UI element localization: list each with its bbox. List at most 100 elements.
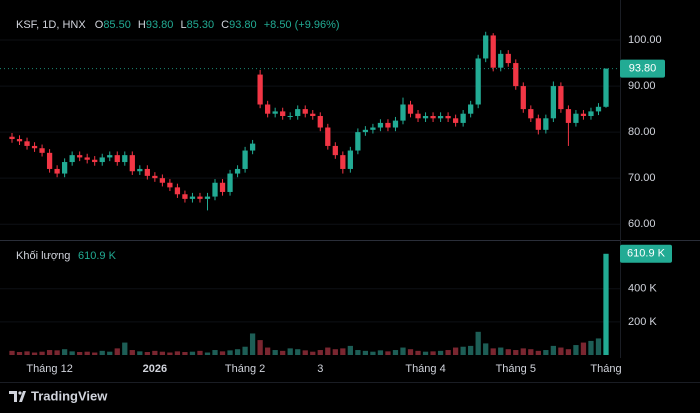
candle-body: [137, 168, 143, 172]
candle-body: [370, 127, 376, 130]
candle-body: [280, 111, 286, 117]
candle-body: [468, 104, 474, 114]
candle-body: [505, 53, 511, 64]
volume-bar: [483, 343, 489, 355]
legend-value: 85.50: [103, 19, 131, 31]
volume-bar: [347, 345, 353, 355]
volume-bar: [219, 351, 226, 355]
candle-body: [54, 168, 60, 174]
volume-bar: [92, 352, 98, 355]
volume-bar: [31, 352, 38, 355]
volume-bar: [182, 352, 188, 355]
candle-body: [603, 68, 609, 107]
x-tick-label: Tháng: [590, 363, 621, 375]
volume-bar: [370, 351, 376, 355]
volume-bar: [302, 350, 308, 355]
candle-body: [249, 143, 256, 151]
candle-body: [520, 86, 526, 110]
candle-body: [483, 35, 489, 59]
candle-body: [407, 104, 414, 114]
volume-bar: [595, 338, 602, 355]
volume-bar: [558, 347, 564, 355]
x-tick-label: 2026: [143, 363, 167, 375]
x-tick-label: Tháng 2: [225, 363, 265, 375]
volume-bar: [265, 347, 271, 355]
candle-body: [167, 182, 173, 188]
volume-bar: [415, 350, 421, 355]
candle-body: [573, 113, 579, 123]
candle-body: [62, 162, 68, 174]
volume-bar: [107, 351, 113, 355]
symbol: KSF, 1D, HNX: [16, 19, 86, 31]
y-tick-label: 90.00: [628, 80, 656, 92]
legend-key: C: [221, 19, 229, 31]
logo: [9, 391, 26, 402]
candle-body: [490, 35, 496, 68]
x-tick-label: Tháng 12: [26, 363, 72, 375]
candle-body: [325, 127, 331, 146]
volume-bar: [159, 351, 166, 355]
candle-body: [558, 86, 564, 110]
candle-body: [212, 182, 218, 197]
volume-bar: [249, 333, 256, 355]
x-tick-label: Tháng 5: [496, 363, 536, 375]
volume-bar: [9, 350, 15, 355]
volume-bar: [340, 348, 346, 355]
volume-bar: [505, 349, 511, 355]
volume-bar: [528, 349, 534, 355]
volume-bar: [137, 351, 143, 355]
volume-bar: [535, 350, 541, 355]
candle-body: [152, 175, 158, 179]
candle-body: [415, 113, 421, 119]
last-volume-label: 610.9 K: [627, 248, 666, 260]
candle-body: [129, 155, 135, 172]
candle-body: [84, 157, 90, 160]
candle-body: [430, 116, 436, 119]
legend-value: 93.80: [146, 19, 174, 31]
volume-bar: [242, 346, 248, 355]
candle-body: [535, 118, 541, 130]
legend-change: +8.50 (+9.96%): [264, 19, 340, 31]
volume-bar: [39, 351, 45, 355]
volume-bar: [310, 351, 316, 355]
candle-body: [475, 58, 481, 105]
logo-mark: [9, 391, 26, 402]
volume-bar: [152, 350, 158, 355]
volume-bar: [54, 350, 60, 355]
candle-body: [565, 109, 572, 123]
y-tick-label: 60.00: [628, 218, 656, 230]
volume-bar: [573, 345, 579, 355]
last-volume-tag: [620, 244, 672, 263]
legend-value: 85.30: [187, 19, 215, 31]
candle-body: [498, 53, 504, 68]
volume-bar: [24, 351, 30, 355]
volume-bar: [580, 342, 587, 355]
volume-bar: [167, 352, 173, 355]
candle-body: [144, 168, 150, 176]
volume-bar: [475, 331, 481, 355]
volume-bar: [77, 352, 83, 355]
candle-body: [24, 141, 30, 146]
volume-bar: [325, 347, 331, 355]
volume-bar: [174, 351, 181, 355]
volume-bar: [565, 349, 572, 355]
candle-body: [9, 136, 15, 140]
candle-body: [422, 116, 429, 119]
volume-bar: [197, 350, 203, 355]
candle-body: [452, 118, 459, 123]
candle-body: [287, 116, 293, 118]
volume-bar: [603, 253, 609, 355]
logo-dot: [18, 391, 22, 395]
volume-bar: [84, 351, 90, 355]
candle-body: [400, 104, 406, 121]
candle-body: [227, 173, 233, 192]
legend: KSF, 1D, HNX O85.50 H93.80 L85.30 C93.80…: [16, 19, 340, 31]
volume-tick-label: 200 K: [628, 316, 657, 328]
volume-bar: [272, 350, 278, 355]
volume-bar: [490, 348, 496, 355]
candle-body: [99, 157, 105, 163]
volume-bar: [122, 342, 128, 355]
volume-bar: [430, 351, 436, 355]
candle-body: [332, 145, 338, 156]
